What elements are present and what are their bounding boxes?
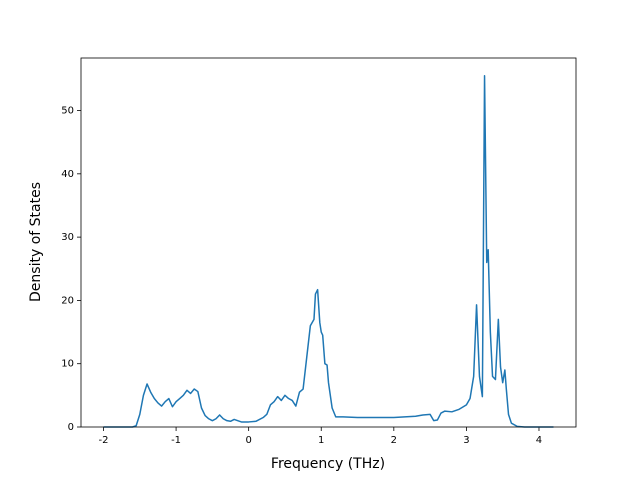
y-tick-label: 10 [61,359,74,370]
x-tick-label: 3 [463,435,469,446]
y-tick-label: 30 [61,232,74,243]
x-axis-label: Frequency (THz) [271,456,385,472]
y-tick-label: 20 [61,295,74,306]
x-tick-label: -1 [171,435,181,446]
x-tick-label: 0 [245,435,251,446]
x-tick-label: 1 [318,435,324,446]
x-tick-label: 2 [391,435,397,446]
y-tick-label: 40 [61,169,74,180]
y-tick-label: 50 [61,106,74,117]
y-axis-label: Density of States [28,182,44,302]
x-tick-label: -2 [99,435,109,446]
data-line [103,74,554,428]
plot-frame [80,57,577,428]
y-tick-label: 0 [68,422,74,433]
x-tick-label: 4 [536,435,542,446]
